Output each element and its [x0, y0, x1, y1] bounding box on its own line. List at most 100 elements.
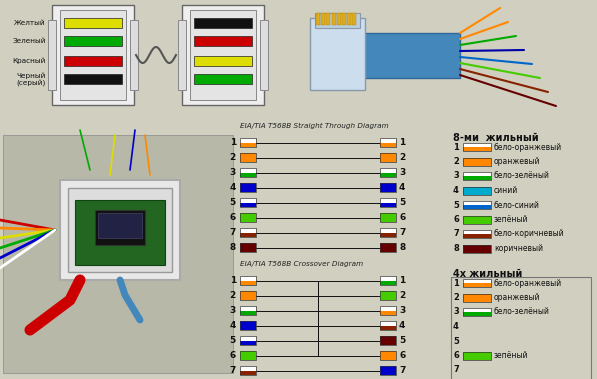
Bar — [380, 232, 396, 237]
Bar — [380, 310, 396, 315]
Bar — [68, 188, 172, 272]
Bar — [463, 293, 491, 302]
Bar — [240, 213, 256, 222]
Bar — [327, 13, 330, 25]
Bar — [240, 153, 256, 162]
Bar — [240, 243, 256, 252]
Text: 5: 5 — [399, 336, 405, 345]
Text: 6: 6 — [399, 213, 405, 222]
Text: Черный
(серый): Черный (серый) — [17, 73, 46, 87]
Text: 2: 2 — [399, 153, 405, 162]
Bar — [240, 198, 256, 202]
Text: 5: 5 — [453, 200, 459, 210]
Bar — [240, 168, 256, 177]
Text: оранжевый: оранжевый — [494, 293, 540, 302]
Text: бело-зелёный: бело-зелёный — [494, 307, 550, 316]
Bar — [463, 279, 491, 283]
Text: 5: 5 — [399, 198, 405, 207]
Bar — [240, 183, 256, 192]
Text: 1: 1 — [230, 276, 236, 285]
Bar — [64, 74, 122, 84]
Bar — [240, 340, 256, 345]
Text: 2: 2 — [230, 291, 236, 300]
Bar — [240, 366, 256, 371]
Text: 8: 8 — [230, 243, 236, 252]
Bar — [380, 228, 396, 237]
Bar — [240, 280, 256, 285]
Bar — [380, 153, 396, 162]
Bar — [380, 143, 396, 147]
Bar — [240, 306, 256, 315]
Bar — [463, 201, 491, 209]
Text: 5: 5 — [453, 337, 459, 346]
Bar — [380, 326, 396, 330]
Bar — [240, 138, 256, 143]
Bar — [60, 180, 180, 280]
Bar — [64, 36, 122, 46]
Bar — [380, 351, 396, 360]
Bar — [463, 230, 491, 238]
Bar — [240, 351, 256, 360]
Bar — [95, 210, 145, 245]
Bar — [240, 291, 256, 300]
Bar — [463, 230, 491, 234]
Bar — [380, 366, 396, 375]
Bar — [380, 366, 396, 375]
Text: 7: 7 — [399, 228, 405, 237]
Bar — [380, 321, 396, 326]
Text: 6: 6 — [453, 215, 459, 224]
Text: Зеленый: Зеленый — [13, 38, 46, 44]
Bar — [380, 276, 396, 285]
Text: 4: 4 — [230, 321, 236, 330]
Bar — [240, 291, 256, 300]
Text: бело-оранжевый: бело-оранжевый — [494, 143, 562, 152]
Bar — [240, 228, 256, 237]
Text: 1: 1 — [399, 138, 405, 147]
Bar — [463, 308, 491, 312]
Bar — [178, 20, 186, 90]
Text: 3: 3 — [230, 306, 236, 315]
Bar — [321, 13, 325, 25]
Bar — [240, 366, 256, 375]
Text: 1: 1 — [399, 276, 405, 285]
Bar — [182, 5, 264, 105]
Bar — [337, 13, 341, 25]
Bar — [240, 228, 256, 232]
Text: 5: 5 — [230, 198, 236, 207]
Bar — [60, 10, 126, 100]
Bar — [380, 168, 396, 172]
Text: EIA/TIA T568B Straight Through Diagram: EIA/TIA T568B Straight Through Diagram — [240, 123, 389, 129]
Text: 1: 1 — [453, 279, 459, 288]
Text: синий: синий — [494, 186, 518, 195]
Text: бело-зелёный: бело-зелёный — [494, 172, 550, 180]
Bar — [463, 147, 491, 151]
Bar — [463, 244, 491, 252]
Bar — [380, 280, 396, 285]
Bar — [463, 205, 491, 209]
Bar — [240, 306, 256, 310]
Bar — [352, 13, 356, 25]
Text: 6: 6 — [230, 351, 236, 360]
Bar — [380, 243, 396, 252]
Bar — [48, 20, 56, 90]
Bar — [463, 158, 491, 166]
Bar — [463, 143, 491, 151]
Bar — [194, 18, 252, 28]
Bar — [380, 198, 396, 202]
Text: 3: 3 — [399, 306, 405, 315]
Text: 4: 4 — [453, 186, 459, 195]
Text: Красный: Красный — [13, 58, 46, 64]
Bar — [463, 308, 491, 316]
Bar — [340, 33, 460, 78]
Bar — [98, 213, 142, 238]
Bar — [240, 310, 256, 315]
Text: 8: 8 — [453, 244, 458, 253]
Text: бело-оранжевый: бело-оранжевый — [494, 279, 562, 288]
Text: EIA/TIA T568B Crossover Diagram: EIA/TIA T568B Crossover Diagram — [240, 261, 363, 267]
Bar — [380, 306, 396, 310]
Bar — [463, 201, 491, 205]
Bar — [240, 276, 256, 280]
Bar — [380, 213, 396, 222]
Text: 7: 7 — [399, 366, 405, 375]
Bar — [240, 336, 256, 345]
